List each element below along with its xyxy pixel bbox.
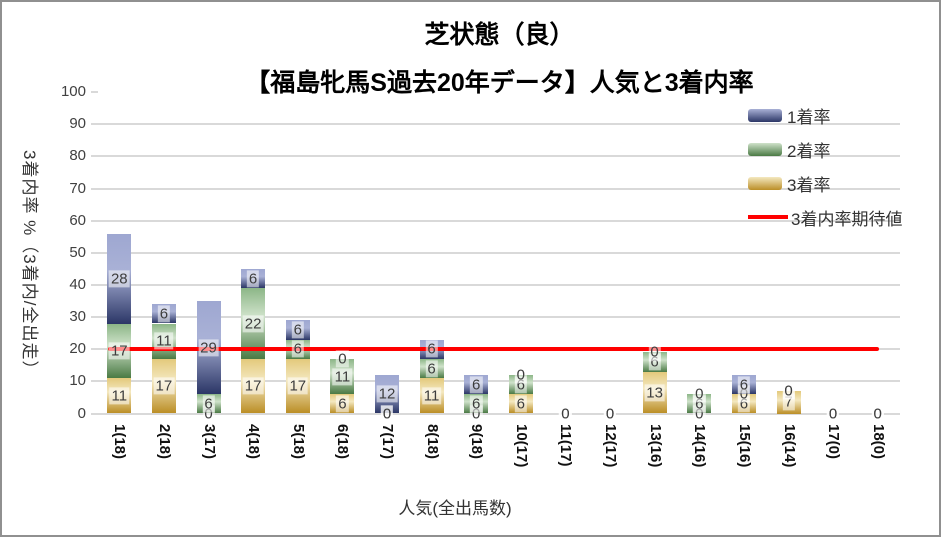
y-tick-label: 90 xyxy=(69,115,86,133)
data-label-1着率: 0 xyxy=(871,404,884,423)
legend-label: 3着内率期待値 xyxy=(791,209,903,229)
gridline xyxy=(91,316,900,319)
y-tick-label: 100 xyxy=(60,83,86,100)
data-label-2着率: 6 xyxy=(470,395,483,413)
chart-title: 芝状態（良） xyxy=(98,15,901,51)
y-tick-label: 20 xyxy=(69,340,86,358)
gridline xyxy=(91,187,900,190)
data-label-2着率: 6 xyxy=(425,359,438,378)
x-tick-label: 16(14) xyxy=(780,424,798,468)
data-label-3着率: 11 xyxy=(421,387,442,405)
data-label-3着率: 6 xyxy=(336,395,349,413)
legend-color-swatch xyxy=(748,176,782,190)
data-label-1着率: 6 xyxy=(425,340,438,358)
x-tick-label: 3(17) xyxy=(200,424,218,460)
data-label-1着率: 0 xyxy=(559,404,572,423)
x-axis-title: 人気(全出馬数) xyxy=(398,499,512,518)
gridline xyxy=(91,123,900,126)
x-tick-label: 6(18) xyxy=(334,424,352,460)
data-label-1着率: 0 xyxy=(603,404,617,423)
x-tick-label: 10(17) xyxy=(512,424,530,468)
data-label-2着率: 17 xyxy=(108,342,130,360)
data-label-1着率: 6 xyxy=(246,269,260,288)
data-label-1着率: 0 xyxy=(782,382,795,400)
x-tick-label: 11(17) xyxy=(557,424,575,467)
legend-label: 3着率 xyxy=(787,175,831,195)
data-label-3着率: 6 xyxy=(514,395,527,413)
data-label-1着率: 6 xyxy=(157,305,171,323)
gridline xyxy=(91,219,900,222)
y-tick-label: 80 xyxy=(69,147,86,165)
data-label-1着率: 0 xyxy=(336,350,349,368)
data-label-2着率: 11 xyxy=(332,367,353,386)
legend-label: 1着率 xyxy=(787,107,831,127)
data-label-1着率: 0 xyxy=(826,404,840,423)
legend-color-swatch xyxy=(748,108,782,122)
expected-value-line xyxy=(108,347,879,352)
x-tick-label: 12(17) xyxy=(602,424,619,468)
legend-item: 3着率 xyxy=(748,172,902,195)
data-label-2着率: 6 xyxy=(291,340,304,358)
data-label-1着率: 6 xyxy=(470,375,483,394)
y-tick-label: 30 xyxy=(69,308,86,326)
x-tick-label: 14(16) xyxy=(691,424,709,468)
data-label-1着率: 0 xyxy=(648,343,661,362)
legend-color-swatch xyxy=(748,142,782,156)
data-label-2着率: 11 xyxy=(154,332,174,350)
gridline xyxy=(91,155,900,158)
data-label-3着率: 17 xyxy=(287,377,309,395)
data-label-3着率: 11 xyxy=(109,387,130,405)
data-label-1着率: 29 xyxy=(198,338,219,357)
x-tick-label: 1(18) xyxy=(111,424,129,460)
y-axis-title: 3着内率 %（3着内/全出走） xyxy=(20,150,39,379)
data-label-2着率: 0 xyxy=(380,404,394,423)
gridline xyxy=(91,283,900,286)
y-tick-label: 60 xyxy=(69,211,86,229)
x-tick-label: 2(18) xyxy=(155,424,173,460)
data-label-3着率: 17 xyxy=(153,377,175,395)
data-label-2着率: 22 xyxy=(242,314,264,333)
x-tick-label: 18(0) xyxy=(869,424,887,460)
data-label-1着率: 6 xyxy=(291,321,304,339)
y-tick-label: 70 xyxy=(69,179,86,197)
x-tick-label: 8(18) xyxy=(423,424,441,460)
x-tick-label: 7(17) xyxy=(379,424,396,460)
data-label-3着率: 17 xyxy=(242,377,264,395)
x-tick-label: 13(16) xyxy=(646,424,664,468)
data-label-1着率: 12 xyxy=(376,385,398,403)
x-tick-label: 15(16) xyxy=(735,424,753,468)
legend-item: 3着内率期待値 xyxy=(748,206,903,229)
legend-item: 1着率 xyxy=(748,104,902,127)
y-tick-label: 0 xyxy=(77,404,86,422)
y-tick-label: 40 xyxy=(69,275,86,293)
data-label-1着率: 0 xyxy=(514,366,527,384)
x-tick-label: 5(18) xyxy=(289,424,307,460)
data-label-1着率: 28 xyxy=(108,269,130,288)
y-tick-label: 10 xyxy=(69,372,86,390)
data-label-3着率: 13 xyxy=(644,383,665,402)
y-tick-label: 50 xyxy=(69,243,86,261)
data-label-1着率: 6 xyxy=(737,375,751,394)
legend-item: 2着率 xyxy=(748,138,902,161)
legend: 1着率 2着率 3着率 3着内率期待値 xyxy=(748,104,902,240)
gridline xyxy=(91,251,900,254)
legend-line-swatch xyxy=(748,215,788,219)
gridline xyxy=(91,412,900,415)
chart-subtitle: 【福島牝馬S過去20年データ】人気と3着内率 xyxy=(98,63,901,99)
x-tick-label: 4(18) xyxy=(245,424,263,460)
data-label-2着率: 6 xyxy=(202,395,215,413)
data-label-1着率: 0 xyxy=(693,385,706,403)
gridline xyxy=(91,380,900,383)
x-tick-label: 17(0) xyxy=(825,424,843,460)
x-tick-label: 9(18) xyxy=(468,424,486,460)
legend-label: 2着率 xyxy=(787,141,831,161)
